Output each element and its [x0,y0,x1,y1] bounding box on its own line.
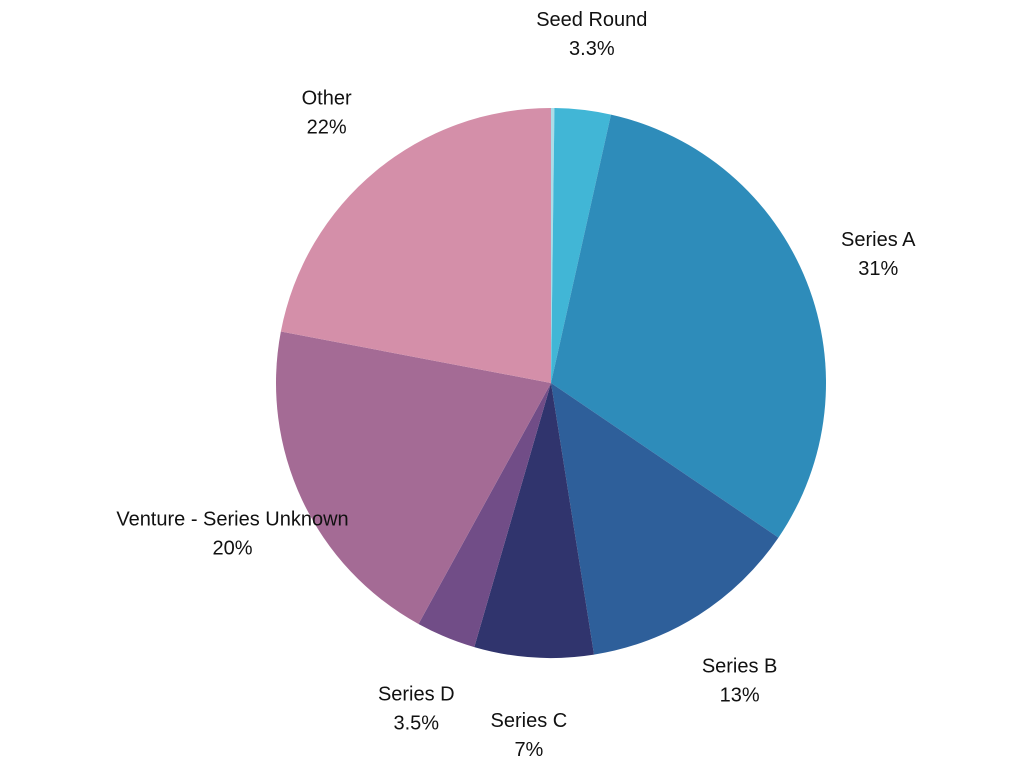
pie-slice-series-a [551,114,826,538]
slice-labels: Seed Round 3.3% Series A 31% Series B 13% Seri… [116,9,916,761]
slice-label-seed-round: Seed Round [536,9,647,31]
slice-value-series-d: 3.5% [393,713,439,735]
slice-value-seed-round: 3.3% [569,38,615,60]
slice-value-other: 22% [307,116,347,138]
pie-slices [276,108,826,659]
slice-value-series-a: 31% [858,258,898,280]
slice-value-venture-series-unknown: 20% [212,537,252,559]
pie-slice-unlabeled [551,108,555,383]
slice-label-other: Other [302,87,352,109]
slice-value-series-b: 13% [720,685,760,707]
slice-label-venture-series-unknown: Venture - Series Unknown [116,508,348,530]
pie-slice-series-b [551,383,779,655]
slice-value-series-c: 7% [514,739,543,761]
pie-slice-other [280,108,551,383]
slice-label-series-a: Series A [841,229,916,251]
pie-slice-series-c [474,383,595,659]
pie-slice-venture-series-unknown [276,331,551,624]
slice-label-series-b: Series B [702,656,778,678]
pie-slice-seed-round [551,108,611,383]
slice-label-series-c: Series C [491,710,568,732]
slice-label-series-d: Series D [378,684,455,706]
pie-slice-series-d [418,383,551,648]
